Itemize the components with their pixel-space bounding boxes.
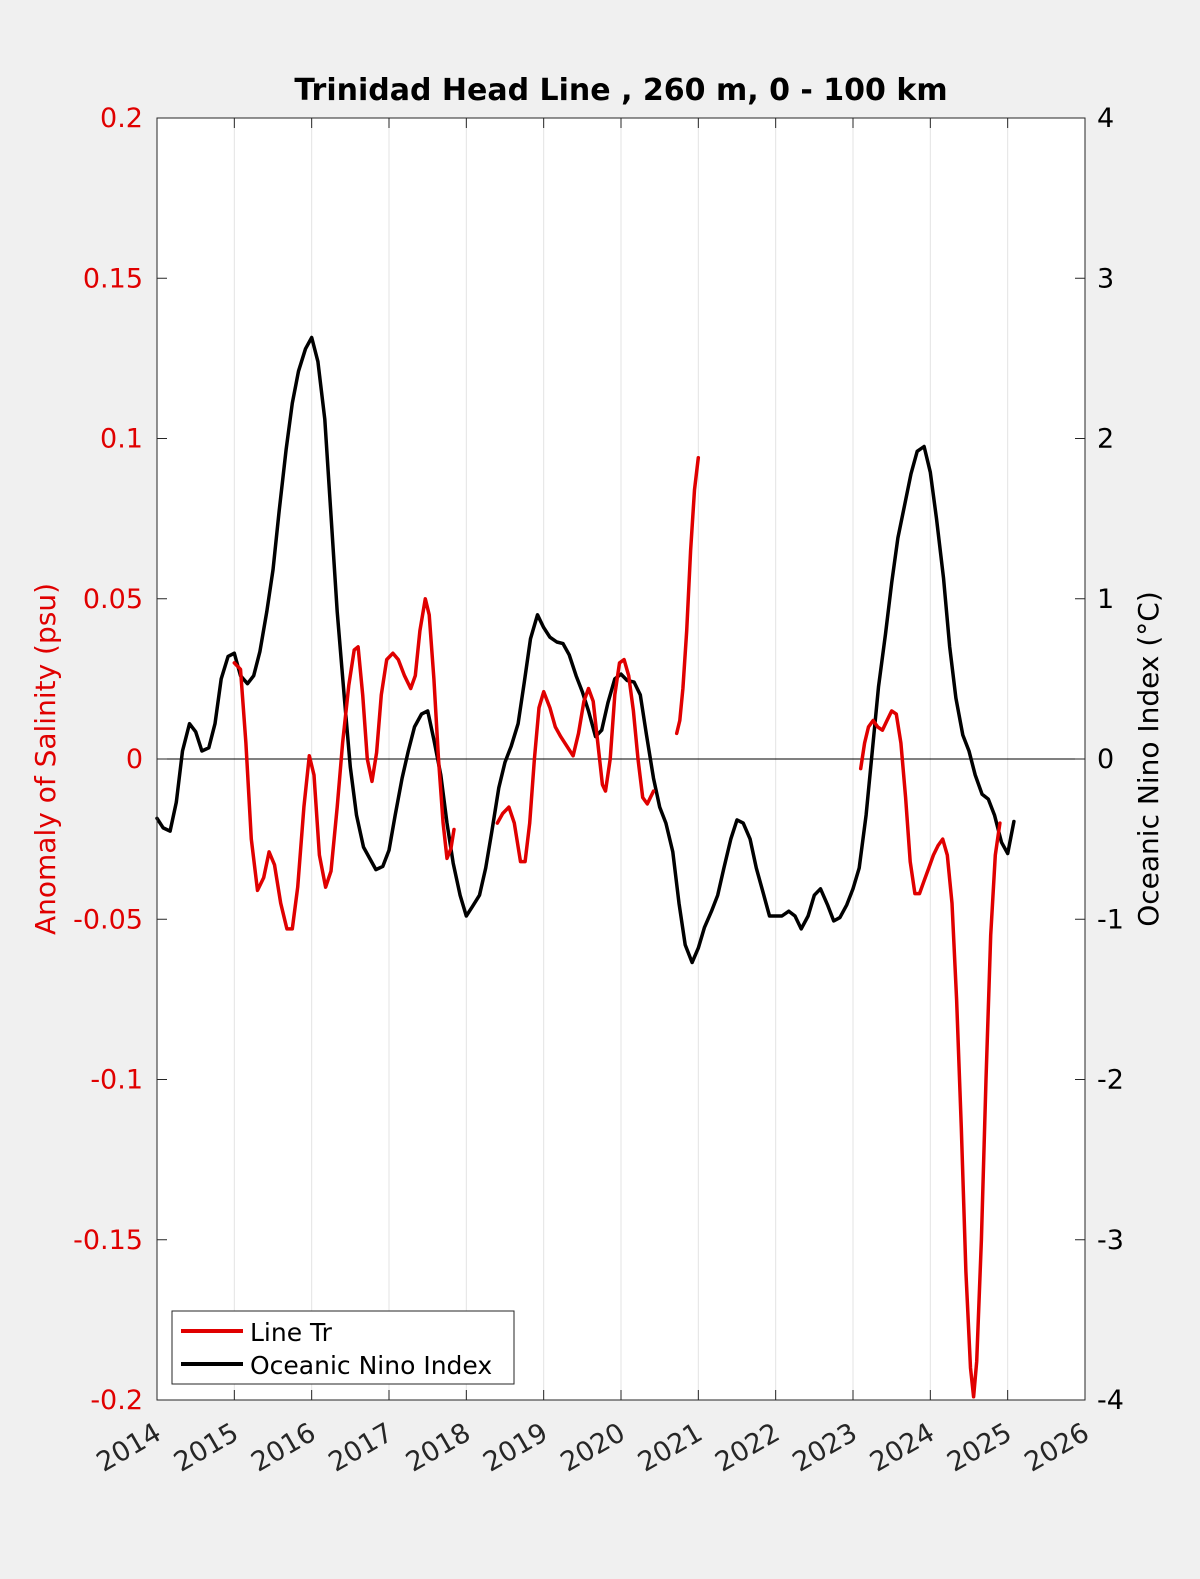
salinity-line-segment [674,455,701,736]
x-tick-label: 2024 [865,1417,940,1478]
salinity-line-segment [232,597,456,931]
y-right-tick-label: -2 [1097,1065,1124,1096]
y-left-tick-label: 0.05 [83,584,143,615]
x-tick-label: 2023 [787,1417,862,1478]
legend-label-line-tr: Line Tr [250,1318,333,1347]
x-tick-label: 2025 [942,1417,1017,1478]
legend-label-oni: Oceanic Nino Index [250,1351,492,1380]
y-left-tick-label: -0.15 [73,1225,143,1256]
x-tick-label: 2014 [91,1417,166,1478]
x-tick-label: 2016 [246,1417,321,1478]
y-left-tick-label: -0.1 [90,1065,143,1096]
y-left-tick-label: -0.05 [73,904,143,935]
x-tick-label: 2026 [1019,1417,1094,1478]
y-left-axis-label: Anomaly of Salinity (psu) [29,583,62,935]
legend-box [171,1310,515,1385]
x-tick-label: 2017 [323,1417,398,1478]
y-right-tick-label: 4 [1097,103,1114,134]
y-left-tick-label: 0.15 [83,263,143,294]
x-tick-label: 2020 [555,1417,630,1478]
y-right-tick-label: 0 [1097,744,1114,775]
y-left-tick-label: 0 [126,744,143,775]
y-right-tick-label: -1 [1097,904,1124,935]
x-tick-label: 2022 [710,1417,785,1478]
x-tick-label: 2018 [401,1417,476,1478]
y-right-tick-label: -3 [1097,1225,1124,1256]
legend: Line Tr Oceanic Nino Index [171,1310,515,1385]
y-left-tick-label: -0.2 [90,1385,143,1416]
y-right-tick-label: 2 [1097,424,1114,455]
salinity-line-segment [495,657,656,864]
y-left-tick-label: 0.2 [100,103,143,134]
x-tick-label: 2021 [633,1417,708,1478]
salinity-line-segment [858,709,1002,1399]
y-right-axis-label: Oceanic Nino Index (°C) [1132,591,1165,927]
y-left-tick-label: 0.1 [100,424,143,455]
x-tick-label: 2015 [169,1417,244,1478]
y-right-tick-label: 3 [1097,263,1114,294]
series-layer [155,335,1016,1399]
chart-title: Trinidad Head Line , 260 m, 0 - 100 km [294,73,947,108]
y-right-tick-label: -4 [1097,1385,1124,1416]
y-right-tick-label: 1 [1097,584,1114,615]
x-tick-label: 2019 [478,1417,553,1478]
